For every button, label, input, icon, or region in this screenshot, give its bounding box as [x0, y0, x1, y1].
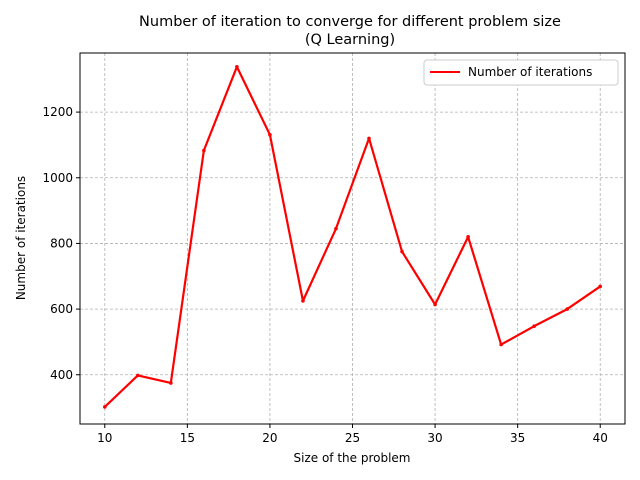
data-point	[400, 249, 404, 254]
data-point	[301, 299, 305, 303]
data-point	[367, 136, 371, 141]
chart-title: Number of iteration to converge for diff…	[139, 14, 561, 30]
series-layer	[102, 64, 603, 409]
data-point	[334, 226, 338, 231]
x-tick-label: 25	[345, 431, 360, 445]
y-tick-label: 600	[50, 302, 73, 316]
axis-ticks: 10 15 20 25 30 35 40 400 600 800 1000 1200	[42, 105, 607, 445]
x-tick-label: 40	[593, 431, 608, 445]
data-point	[136, 373, 140, 378]
data-point	[235, 64, 239, 69]
chart-subtitle: (Q Learning)	[305, 32, 395, 48]
x-tick-label: 35	[510, 431, 525, 445]
y-tick-label: 1200	[42, 105, 73, 119]
y-tick-label: 800	[50, 236, 73, 250]
x-tick-label: 15	[180, 431, 195, 445]
legend-label: Number of iterations	[468, 65, 592, 79]
data-point	[598, 284, 603, 289]
data-point	[499, 342, 503, 347]
data-point	[466, 235, 470, 239]
data-point	[433, 302, 437, 307]
x-tick-label: 20	[262, 431, 277, 445]
data-point	[565, 307, 569, 311]
y-axis-label: Number of iterations	[14, 176, 28, 300]
plot-area-frame	[79, 52, 626, 425]
x-tick-label: 10	[97, 431, 112, 445]
grid	[80, 53, 625, 424]
x-tick-label: 30	[427, 431, 442, 445]
x-axis-label: Size of the problem	[294, 451, 411, 465]
data-point	[169, 381, 173, 385]
data-point	[532, 324, 536, 328]
legend: Number of iterations	[423, 59, 619, 86]
y-tick-label: 1000	[42, 171, 73, 185]
legend-box	[423, 59, 619, 86]
data-point	[102, 405, 107, 409]
y-tick-label: 400	[50, 368, 73, 382]
data-point	[268, 132, 272, 137]
data-point	[202, 148, 206, 153]
series-line	[104, 65, 601, 408]
